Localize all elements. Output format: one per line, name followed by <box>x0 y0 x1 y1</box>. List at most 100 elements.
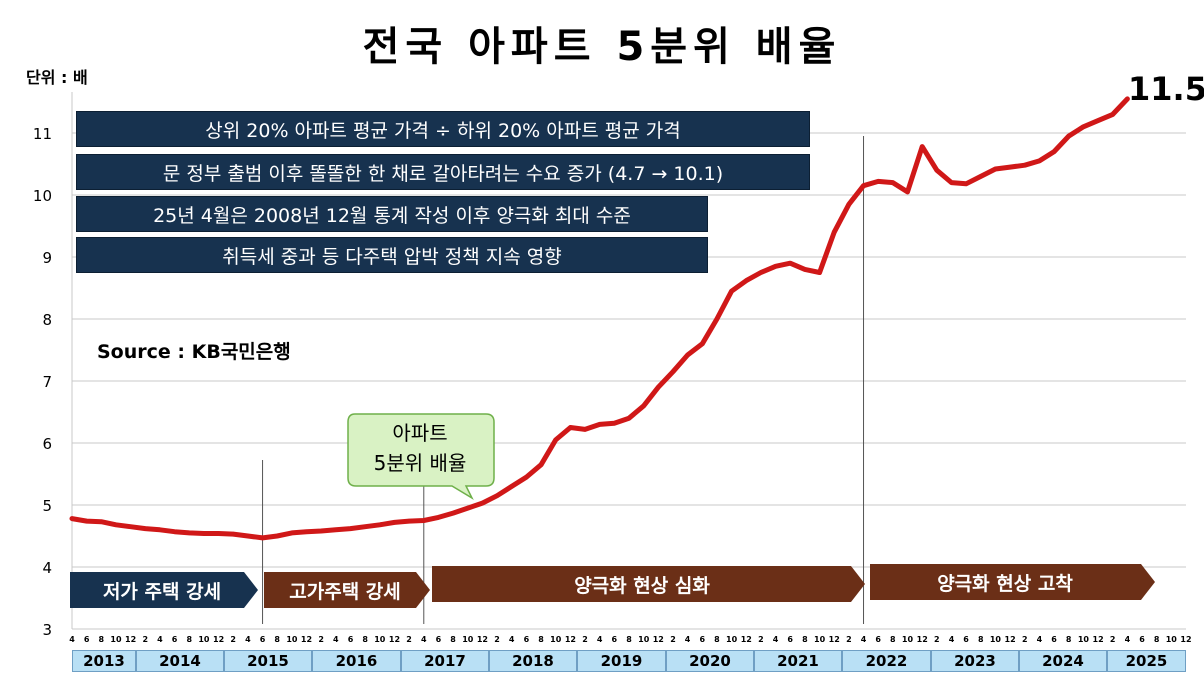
data-point-2025-02 <box>1110 112 1115 117</box>
y-tick-8: 8 <box>42 311 52 329</box>
y-tick-6: 6 <box>42 435 52 453</box>
month-tick-2019-02: 2 <box>582 635 588 644</box>
final-value-label: 11.5 <box>1128 70 1204 108</box>
month-tick-2013-10: 10 <box>110 635 122 644</box>
data-point-2014-08 <box>187 530 192 536</box>
data-point-2015-08 <box>275 533 280 539</box>
data-point-2019-04 <box>597 422 602 427</box>
data-point-2021-12 <box>832 230 837 235</box>
data-point-2020-12 <box>744 278 749 283</box>
year-2014: 2014 <box>136 650 224 672</box>
data-point-2019-08 <box>626 416 632 421</box>
month-tick-2023-02: 2 <box>934 635 940 644</box>
month-tick-2019-08: 8 <box>626 635 632 644</box>
data-point-2023-02 <box>934 168 939 173</box>
note-record-text: 25년 4월은 2008년 12월 통계 작성 이후 양극화 최대 수준 <box>153 204 631 227</box>
month-tick-2022-04: 4 <box>861 635 867 644</box>
year-2024: 2024 <box>1019 650 1107 672</box>
data-point-2023-08 <box>978 174 983 179</box>
year-2022: 2022 <box>842 650 931 672</box>
data-point-2021-08 <box>802 267 808 272</box>
callout-line-2: 5분위 배율 <box>373 451 467 475</box>
month-tick-2013-12: 12 <box>125 635 136 644</box>
month-tick-2021-04: 4 <box>773 635 779 644</box>
data-point-2018-02 <box>494 493 500 498</box>
month-tick-2014-12: 12 <box>213 635 224 644</box>
data-point-2017-10 <box>465 505 470 511</box>
month-tick-2014-02: 2 <box>143 635 149 644</box>
phase-arrows <box>70 564 1155 608</box>
month-tick-2025-02: 2 <box>1110 635 1116 644</box>
note-formula-text: 상위 20% 아파트 평균 가격 ÷ 하위 20% 아파트 평균 가격 <box>205 119 681 142</box>
data-point-2021-06 <box>788 261 793 266</box>
data-point-2017-04 <box>421 518 426 523</box>
y-axis: 3 4 5 6 7 8 9 10 11 <box>33 125 52 639</box>
callout-line-1: 아파트 <box>392 421 448 445</box>
note-policy: 취득세 중과 등 다주택 압박 정책 지속 영향 <box>76 237 708 273</box>
year-2019: 2019 <box>577 650 666 672</box>
month-tick-2014-06: 6 <box>172 635 178 644</box>
month-tick-2019-10: 10 <box>638 635 650 644</box>
phase-label-high: 고가주택 강세 <box>289 580 401 603</box>
data-point-2018-06 <box>524 474 529 480</box>
data-point-2016-02 <box>319 528 324 534</box>
note-record: 25년 4월은 2008년 12월 통계 작성 이후 양극화 최대 수준 <box>76 196 708 232</box>
month-tick-2016-06: 6 <box>348 635 354 644</box>
month-tick-2024-08: 8 <box>1066 635 1072 644</box>
y-tick-3: 3 <box>42 621 52 639</box>
data-point-2017-06 <box>436 515 441 520</box>
month-tick-2018-04: 4 <box>509 635 515 644</box>
data-point-2016-12 <box>392 520 397 525</box>
phase-label-deepen: 양극화 현상 심화 <box>574 574 710 597</box>
month-tick-2015-12: 12 <box>301 635 312 644</box>
month-tick-2024-06: 6 <box>1051 635 1057 644</box>
phase-arrow-3 <box>870 564 1155 600</box>
source-label: Source : KB국민은행 <box>97 341 291 363</box>
y-tick-7: 7 <box>42 373 52 391</box>
data-point-2020-02 <box>670 369 676 374</box>
month-tick-2025-10: 10 <box>1166 635 1178 644</box>
data-point-2013-06 <box>84 518 89 524</box>
year-2021: 2021 <box>754 650 842 672</box>
month-tick-2017-02: 2 <box>406 635 412 644</box>
month-tick-2015-04: 4 <box>245 635 251 644</box>
month-tick-2020-04: 4 <box>685 635 691 644</box>
month-tick-2023-08: 8 <box>978 635 984 644</box>
month-tick-2020-02: 2 <box>670 635 676 644</box>
phase-dividers <box>262 136 865 624</box>
data-point-2018-08 <box>538 462 544 467</box>
month-tick-2023-04: 4 <box>949 635 955 644</box>
year-2020: 2020 <box>666 650 754 672</box>
month-tick-2022-12: 12 <box>917 635 928 644</box>
data-point-2022-06 <box>876 179 881 184</box>
note-formula: 상위 20% 아파트 평균 가격 ÷ 하위 20% 아파트 평균 가격 <box>76 111 810 147</box>
data-point-2023-12 <box>1007 164 1013 170</box>
month-tick-2020-08: 8 <box>714 635 720 644</box>
month-tick-2017-06: 6 <box>436 635 442 644</box>
year-2025: 2025 <box>1107 650 1186 672</box>
data-point-2019-06 <box>612 421 617 426</box>
month-tick-2022-10: 10 <box>902 635 914 644</box>
month-tick-2023-12: 12 <box>1005 635 1016 644</box>
data-point-2022-04 <box>861 183 866 188</box>
phase-label-fixed: 양극화 현상 고착 <box>937 572 1073 595</box>
month-tick-2019-12: 12 <box>653 635 664 644</box>
data-point-2017-02 <box>406 518 412 524</box>
data-point-2022-12 <box>920 144 925 149</box>
month-tick-2014-04: 4 <box>157 635 163 644</box>
data-point-2014-06 <box>172 529 177 534</box>
y-tick-4: 4 <box>42 559 52 577</box>
month-tick-2024-04: 4 <box>1037 635 1043 644</box>
month-tick-2017-08: 8 <box>450 635 456 644</box>
month-tick-2018-08: 8 <box>538 635 544 644</box>
data-point-2023-06 <box>963 181 969 186</box>
month-tick-2022-08: 8 <box>890 635 896 644</box>
year-2016: 2016 <box>312 650 401 672</box>
chart-title: 전국 아파트 5분위 배율 <box>362 24 842 70</box>
month-tick-2015-02: 2 <box>230 635 236 644</box>
data-point-2024-10 <box>1081 124 1086 129</box>
month-tick-2022-06: 6 <box>875 635 881 644</box>
month-tick-2016-04: 4 <box>333 635 339 644</box>
month-tick-2023-10: 10 <box>990 635 1002 644</box>
data-point-2016-08 <box>363 524 368 529</box>
